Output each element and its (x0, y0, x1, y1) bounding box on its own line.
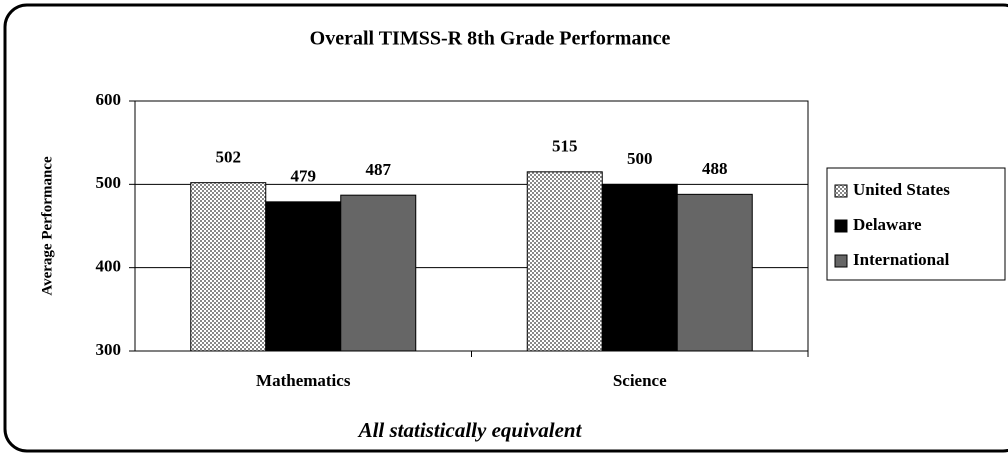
data-label: 488 (702, 159, 728, 178)
bar (265, 201, 342, 352)
legend-label: United States (853, 180, 950, 199)
legend-swatch (834, 219, 848, 233)
y-tick-label: 500 (96, 173, 122, 192)
bar (601, 183, 678, 352)
legend-swatch (834, 254, 848, 268)
chart-title: Overall TIMSS-R 8th Grade Performance (310, 28, 671, 50)
x-tick-label: Science (613, 371, 667, 390)
data-label: 479 (291, 167, 317, 186)
bar (676, 193, 753, 352)
legend-label: Delaware (853, 215, 922, 234)
legend-box (826, 167, 1006, 281)
y-axis-label: Average Performance (39, 156, 55, 296)
bar (190, 182, 267, 352)
data-label: 502 (216, 148, 242, 167)
data-label: 515 (552, 137, 578, 156)
legend-swatch (834, 184, 848, 198)
annotation: All statistically equivalent (357, 418, 583, 442)
y-tick-label: 400 (96, 257, 122, 276)
frame (3, 3, 1008, 453)
data-label: 500 (627, 149, 653, 168)
y-tick-label: 300 (96, 340, 122, 359)
x-tick-label: Mathematics (256, 371, 351, 390)
y-tick-label: 600 (96, 90, 122, 109)
legend-label: International (853, 250, 950, 269)
bar (340, 194, 417, 352)
data-label: 487 (366, 160, 392, 179)
bar (526, 171, 603, 352)
